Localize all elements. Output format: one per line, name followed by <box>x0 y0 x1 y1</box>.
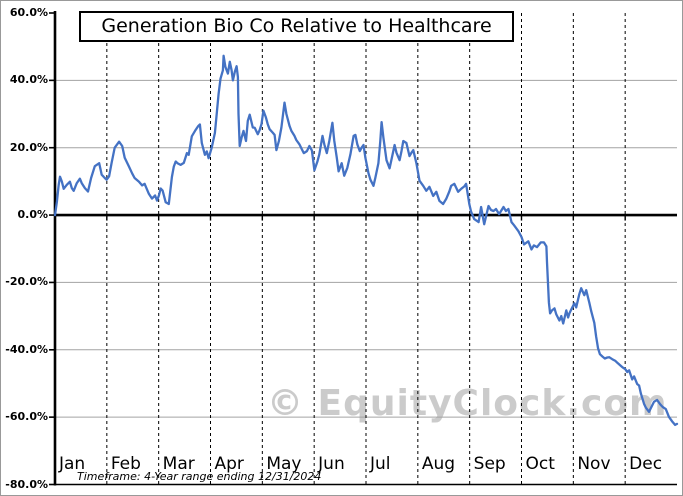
y-axis-label: -60.0% <box>5 410 48 424</box>
series-line <box>53 54 679 427</box>
y-axis-label: -20.0% <box>5 275 48 289</box>
x-axis-month-label: Jan <box>59 454 86 474</box>
x-axis-month-label: Oct <box>525 454 555 474</box>
x-axis-month-label: Nov <box>577 454 611 474</box>
x-axis-month-label: May <box>266 454 302 474</box>
x-axis-month-label: Apr <box>214 454 244 474</box>
y-axis-label: -80.0% <box>5 477 48 491</box>
y-axis-label: 40.0% <box>9 73 48 87</box>
y-axis-label: 0.0% <box>17 208 48 222</box>
y-axis-label: 20.0% <box>9 140 48 154</box>
y-axis-label: 60.0% <box>9 6 48 19</box>
x-axis-month-label: Aug <box>421 454 456 474</box>
y-axis-label: -40.0% <box>5 342 48 356</box>
x-axis-month-label: Mar <box>162 454 195 474</box>
timeframe-footnote: Timeframe: 4-Year range ending 12/31/202… <box>77 470 322 483</box>
x-axis-month-label: Feb <box>110 454 141 474</box>
chart-title: Generation Bio Co Relative to Healthcare <box>101 15 492 37</box>
title-box: Generation Bio Co Relative to Healthcare <box>79 11 514 42</box>
x-axis-month-label: Dec <box>629 454 663 474</box>
x-axis-month-label: Jul <box>370 454 391 474</box>
x-axis-month-label: Jun <box>318 454 345 474</box>
x-axis-month-label: Sep <box>473 454 506 474</box>
